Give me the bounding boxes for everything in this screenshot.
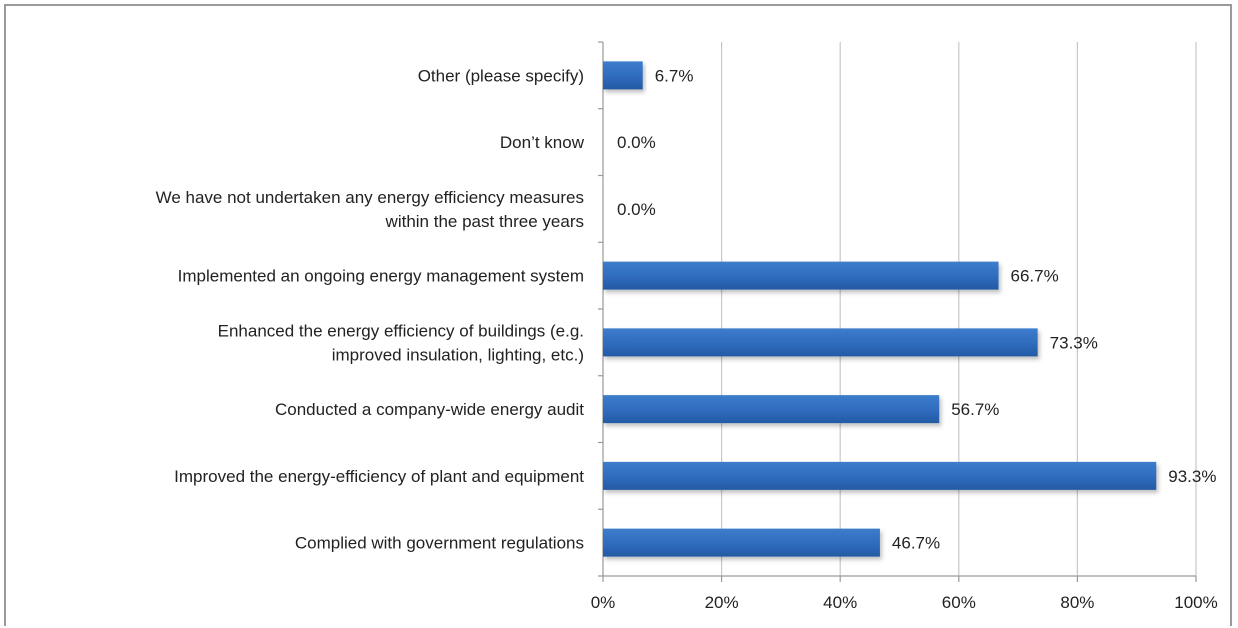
gridlines — [720, 42, 1197, 576]
category-label-line: Improved the energy-efficiency of plant … — [174, 467, 584, 486]
bar-1 — [603, 461, 1157, 490]
data-label: 0.0% — [617, 133, 656, 152]
x-tick-label: 80% — [1060, 593, 1094, 612]
category-label: Other (please specify) — [418, 66, 584, 85]
bar-3 — [603, 328, 1038, 357]
category-label-line: improved insulation, lighting, etc.) — [332, 345, 584, 364]
x-tick-label: 40% — [823, 593, 857, 612]
bar-0 — [603, 528, 880, 557]
category-label: Enhanced the energy efficiency of buildi… — [218, 321, 584, 364]
bar-4 — [603, 261, 999, 290]
category-label: Don’t know — [500, 133, 585, 152]
data-label: 73.3% — [1050, 333, 1098, 352]
data-label: 56.7% — [951, 400, 999, 419]
category-label-line: We have not undertaken any energy effici… — [156, 188, 584, 207]
category-label: Complied with government regulations — [295, 534, 584, 553]
category-label-line: Enhanced the energy efficiency of buildi… — [218, 321, 584, 340]
axes — [598, 41, 1197, 582]
data-label: 6.7% — [655, 66, 694, 85]
category-label: Implemented an ongoing energy management… — [178, 267, 584, 286]
x-tick-label: 0% — [591, 593, 616, 612]
category-label: We have not undertaken any energy effici… — [156, 188, 584, 231]
chart-frame — [4, 4, 1232, 626]
category-label: Improved the energy-efficiency of plant … — [174, 467, 584, 486]
category-label-line: Implemented an ongoing energy management… — [178, 267, 584, 286]
x-tick-label: 20% — [705, 593, 739, 612]
category-label: Conducted a company-wide energy audit — [275, 400, 584, 419]
bars — [603, 61, 1157, 557]
data-label: 0.0% — [617, 200, 656, 219]
data-label: 46.7% — [892, 534, 940, 553]
category-label-line: Don’t know — [500, 133, 585, 152]
x-tick-label: 60% — [942, 593, 976, 612]
category-label-line: Other (please specify) — [418, 66, 584, 85]
bar-2 — [603, 395, 940, 424]
data-label: 66.7% — [1011, 267, 1059, 286]
category-label-line: Conducted a company-wide energy audit — [275, 400, 584, 419]
bar-7 — [603, 61, 643, 90]
data-label: 93.3% — [1168, 467, 1216, 486]
x-tick-label: 100% — [1174, 593, 1217, 612]
category-label-line: Complied with government regulations — [295, 534, 584, 553]
category-label-line: within the past three years — [385, 212, 584, 231]
labels: 0% 20% 40% 60% 80% 100% 46.7% Complied with gov… — [156, 66, 1218, 612]
